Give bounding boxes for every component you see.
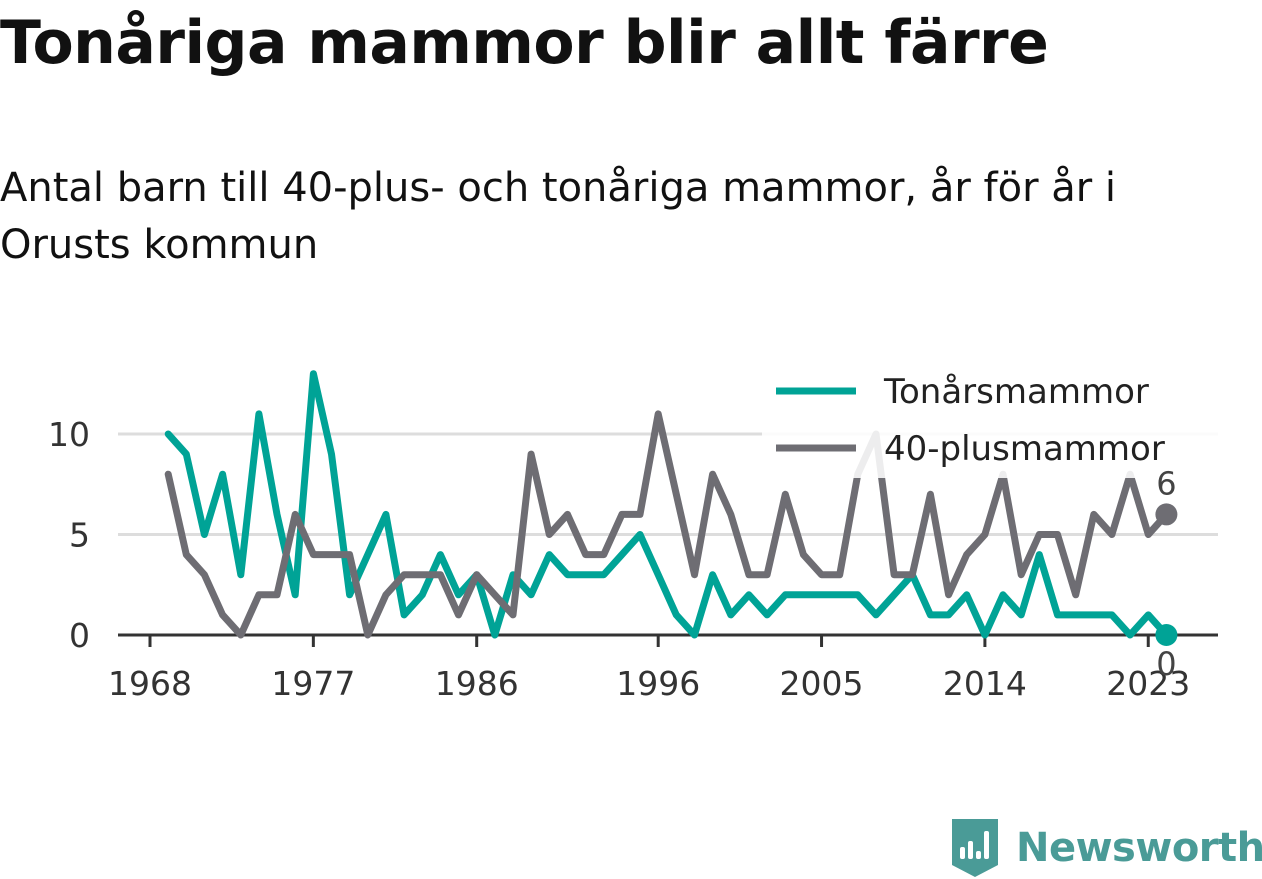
x-tick-label: 2023 xyxy=(1106,664,1190,703)
y-axis: 0 5 10 xyxy=(48,415,90,655)
end-point-marker xyxy=(1155,503,1178,526)
x-axis: 1968 1977 1986 1996 2005 2014 2023 xyxy=(108,635,1190,703)
newsworthy-logo: Newsworthy xyxy=(950,817,1262,879)
chart-subtitle: Antal barn till 40-plus- och tonåriga ma… xyxy=(0,165,1117,268)
series-line-tonarsmammor xyxy=(164,370,1170,639)
series-line-fyrtioplusmammor xyxy=(164,410,1170,639)
legend-background xyxy=(762,362,1218,478)
x-tick-label: 1996 xyxy=(616,664,700,703)
end-point-marker xyxy=(1155,624,1178,646)
x-tick-label: 1977 xyxy=(271,664,355,703)
x-tick-label: 2005 xyxy=(780,664,864,703)
y-tick-label: 0 xyxy=(69,616,90,655)
brand-name: Newsworthy xyxy=(1016,825,1262,871)
series-lines xyxy=(164,370,1170,639)
y-tick-label: 5 xyxy=(69,516,90,555)
bar-chart-icon xyxy=(952,819,998,877)
end-markers: 06 xyxy=(1155,464,1178,683)
end-value-label: 6 xyxy=(1156,464,1176,502)
x-tick-label: 1968 xyxy=(108,664,192,703)
x-tick-label: 1986 xyxy=(435,664,519,703)
end-value-label: 0 xyxy=(1156,645,1176,683)
legend-label: Tonårsmammor xyxy=(883,372,1149,412)
chart-title: Tonåriga mammor blir allt färre xyxy=(0,8,1049,78)
y-tick-label: 10 xyxy=(48,415,90,454)
x-tick-label: 2014 xyxy=(943,664,1027,703)
legend-label: 40-plusmammor xyxy=(884,429,1165,469)
legend: Tonårsmammor 40-plusmammor xyxy=(762,362,1218,478)
